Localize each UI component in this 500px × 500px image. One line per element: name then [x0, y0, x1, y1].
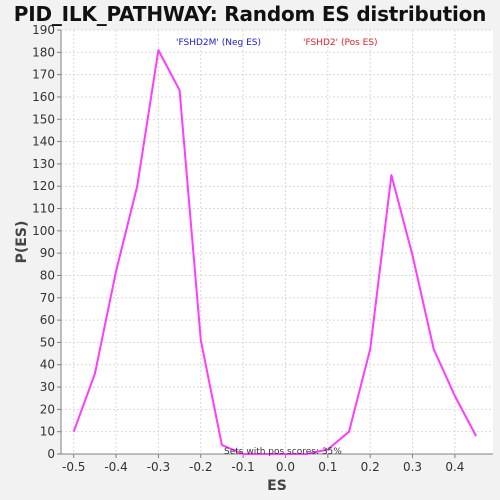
x-tick-label: -0.4 [104, 460, 127, 474]
y-tick-label: 150 [32, 112, 55, 126]
y-tick-label: 50 [40, 335, 55, 349]
x-tick-label: 0.3 [403, 460, 422, 474]
y-tick-label: 160 [32, 90, 55, 104]
y-tick-label: 40 [40, 358, 55, 372]
neg-es-label: 'FSHD2M' (Neg ES) [176, 38, 261, 48]
x-axis-label: ES [267, 478, 287, 494]
y-tick-label: 30 [40, 380, 55, 394]
y-tick-label: 20 [40, 402, 55, 416]
grid-lines [61, 29, 493, 455]
y-tick-label: 10 [40, 425, 55, 439]
plot-area [61, 30, 493, 454]
chart-title: PID_ILK_PATHWAY: Random ES distribution [13, 2, 487, 26]
y-tick-label: 140 [32, 135, 55, 149]
y-tick-label: 0 [47, 447, 55, 461]
y-tick-label: 100 [32, 224, 55, 238]
x-tick-label: -0.2 [189, 460, 212, 474]
y-tick-label: 170 [32, 68, 55, 82]
y-tick-label: 110 [32, 202, 55, 216]
y-tick-label: 60 [40, 313, 55, 327]
tick-labels: 0 10 20 30 40 50 60 70 80 90 100 110 120 130 140 150 160… [32, 23, 464, 474]
y-tick-label: 120 [32, 179, 55, 193]
x-tick-label: 0.4 [445, 460, 464, 474]
x-tick-label: -0.1 [231, 460, 254, 474]
series-line [72, 49, 477, 455]
series-layer [72, 49, 477, 455]
y-tick-label: 80 [40, 268, 55, 282]
y-axis-label: P(ES) [14, 221, 30, 264]
x-tick-label: 0.0 [276, 460, 295, 474]
y-tick-label: 70 [40, 291, 55, 305]
x-tick-label: 0.1 [318, 460, 337, 474]
y-tick-label: 130 [32, 157, 55, 171]
y-tick-label: 180 [32, 45, 55, 59]
pos-scores-annotation: Sets with pos scores: 35% [224, 447, 342, 457]
pos-es-label: 'FSHD2' (Pos ES) [303, 38, 378, 48]
x-tick-label: -0.5 [62, 460, 85, 474]
y-tick-label: 190 [32, 23, 55, 37]
y-tick-label: 90 [40, 246, 55, 260]
x-tick-label: -0.3 [147, 460, 170, 474]
x-tick-label: 0.2 [361, 460, 380, 474]
